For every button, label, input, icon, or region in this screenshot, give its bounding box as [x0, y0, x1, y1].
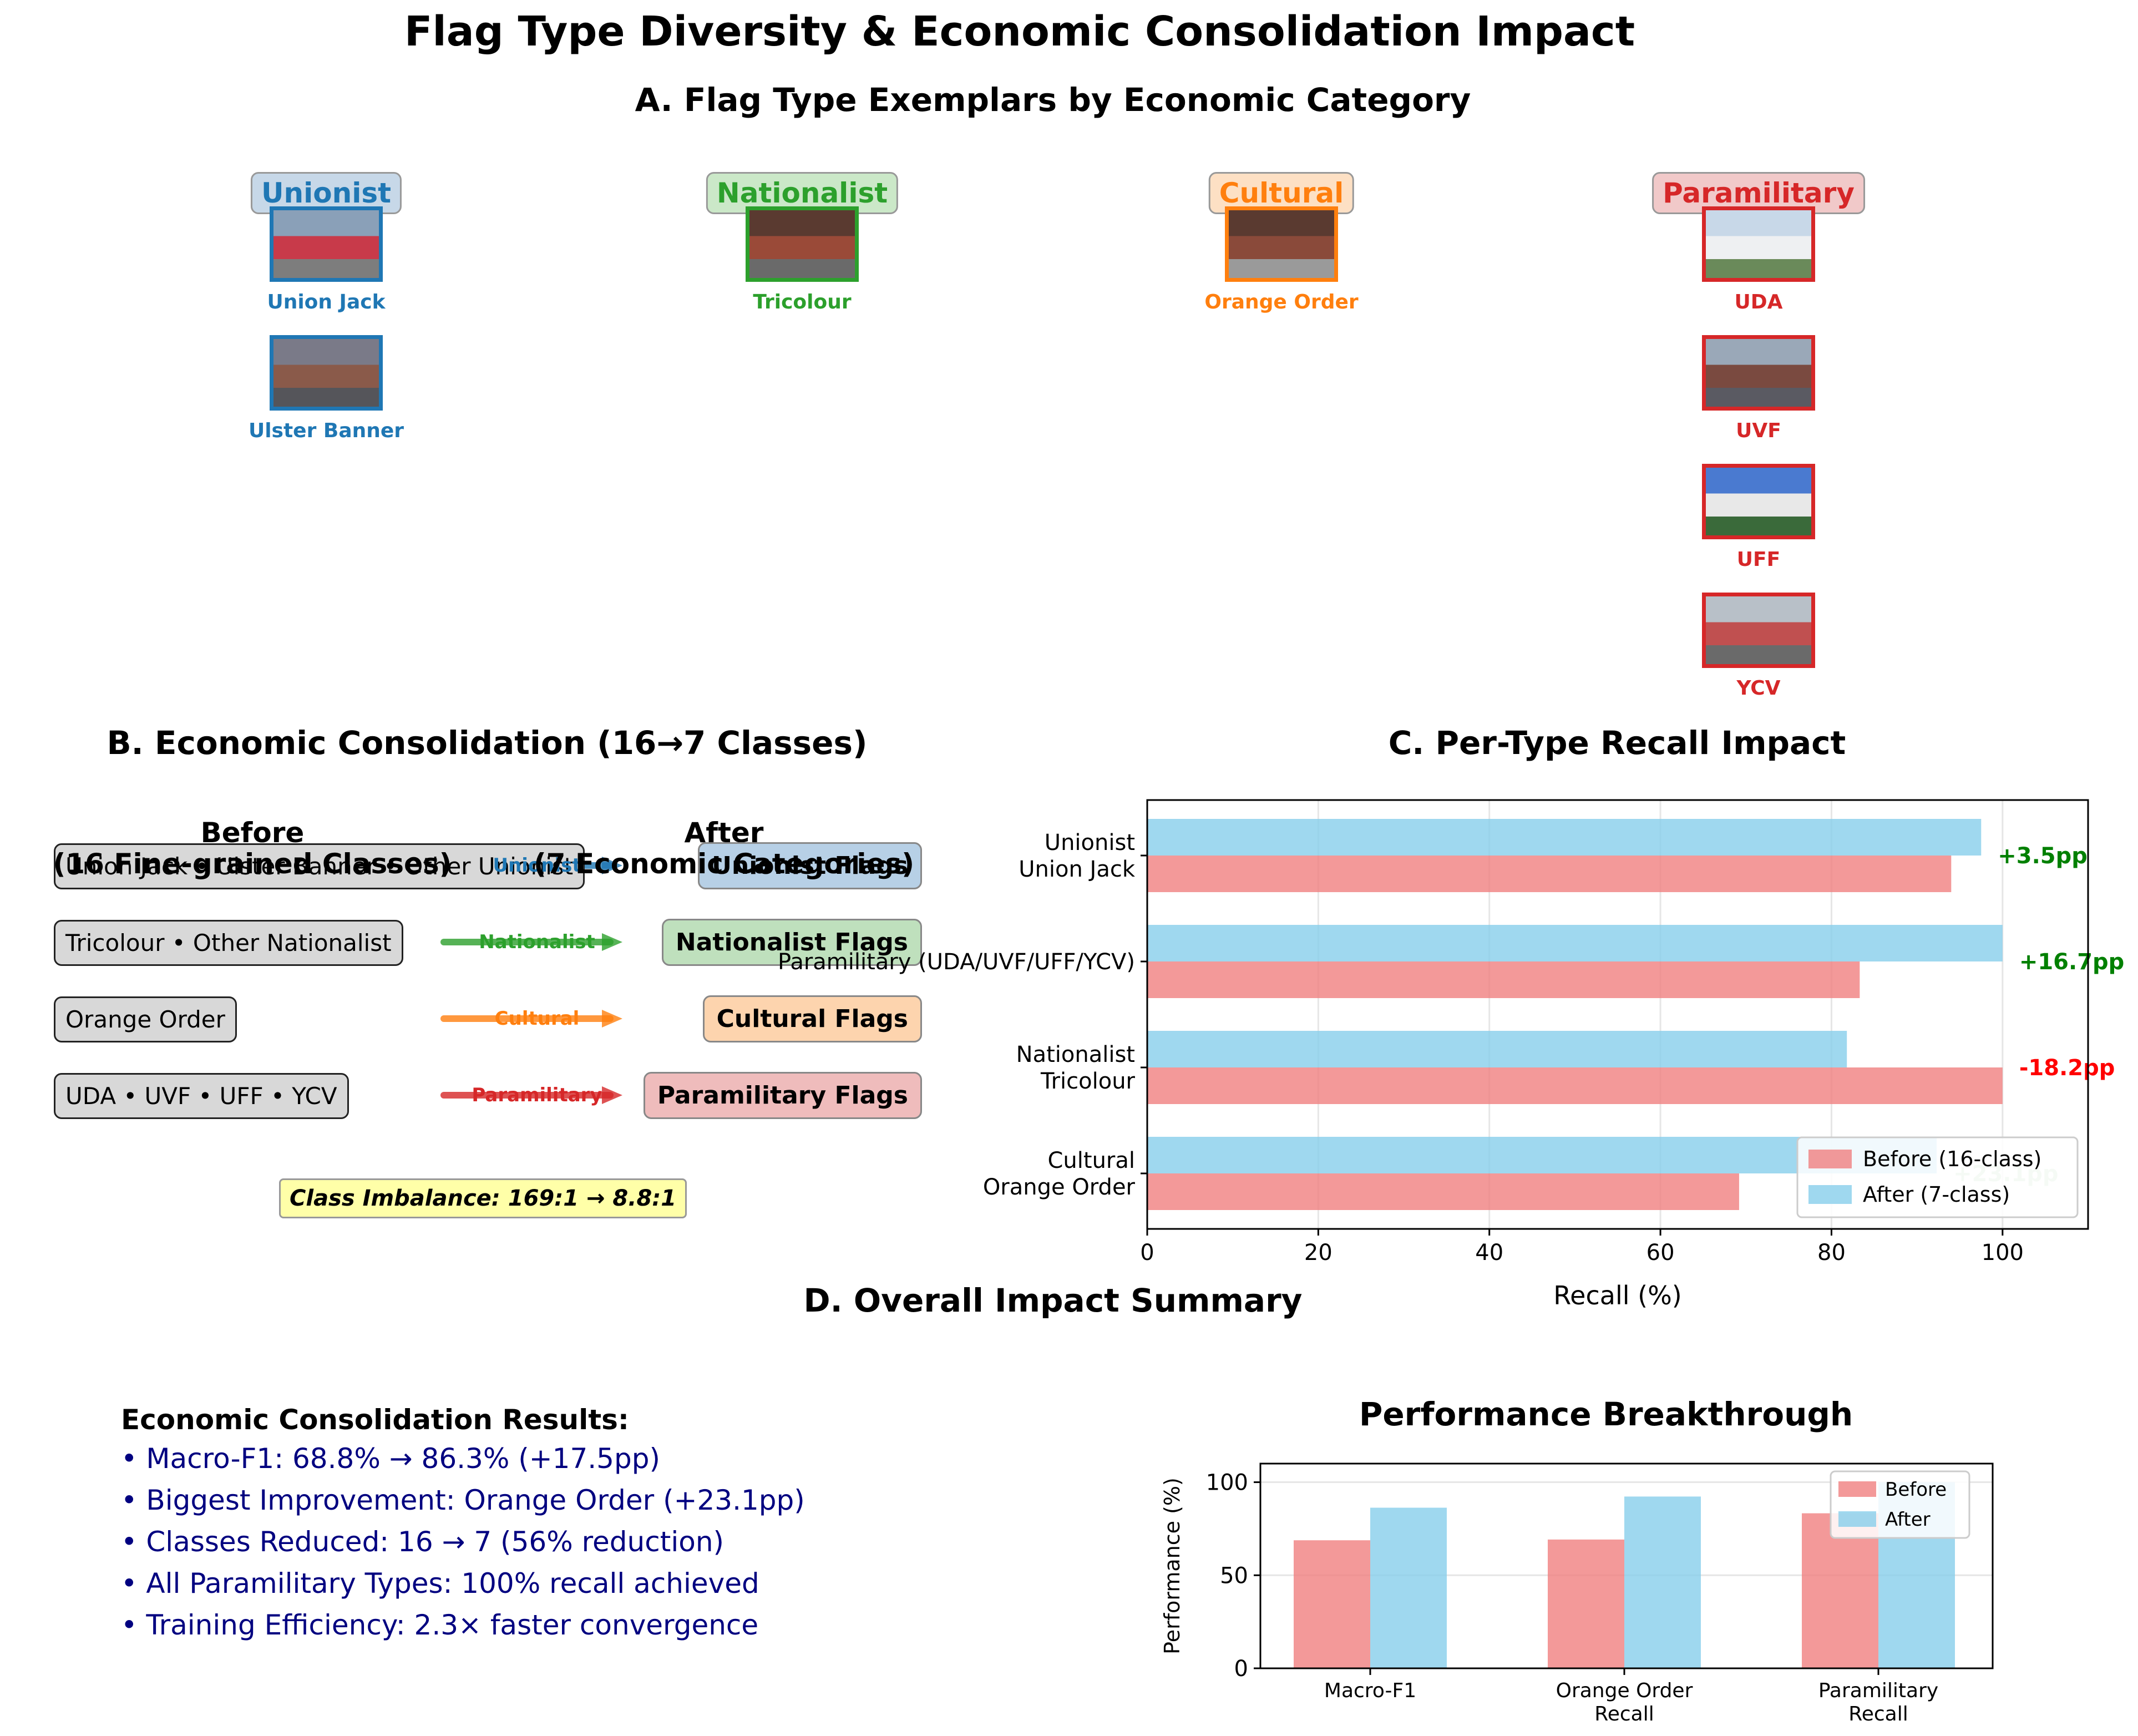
- performance-chart-title: Performance Breakthrough: [1359, 1395, 1853, 1433]
- x-tick-label: 20: [1304, 1240, 1333, 1266]
- exemplar-image-ycv: [1702, 593, 1815, 668]
- after-category-cultural: Cultural Flags: [702, 995, 922, 1042]
- after-category-nationalist: Nationalist Flags: [661, 919, 922, 966]
- result-item: • Classes Reduced: 16 → 7 (56% reduction…: [121, 1526, 725, 1558]
- result-item: • Biggest Improvement: Orange Order (+23…: [121, 1484, 805, 1516]
- arrow-label-cultural: Cultural: [494, 1008, 580, 1030]
- exemplar-label: Orange Order: [1204, 291, 1359, 313]
- delta-label: -18.2pp: [2019, 1055, 2115, 1081]
- arrow-head-nationalist: [602, 933, 622, 951]
- class-imbalance-note: Class Imbalance: 169:1 → 8.8:1: [279, 1178, 687, 1218]
- after-category-unionist: Unionist Flags: [698, 842, 922, 889]
- before-classes-unionist: Union Jack • Ulster Banner • Other Union…: [54, 843, 585, 889]
- exemplar-image-orange-order: [1225, 206, 1338, 282]
- delta-label: +3.5pp: [1998, 843, 2088, 869]
- before-classes-nationalist: Tricolour • Other Nationalist: [54, 920, 403, 966]
- y-tick-label: Paramilitary (UDA/UVF/UFF/YCV): [778, 949, 1135, 975]
- exemplar-image-ulster-banner: [270, 335, 383, 411]
- exemplar-image-uff: [1702, 464, 1815, 539]
- x-axis-label: Recall (%): [1553, 1281, 1681, 1310]
- arrow-label-unionist: Unionist: [493, 854, 581, 877]
- plot-frame: [1146, 799, 2089, 1230]
- exemplar-label: UVF: [1736, 419, 1781, 442]
- panel-d-title: D. Overall Impact Summary: [803, 1282, 1303, 1319]
- exemplar-image-uvf: [1702, 335, 1815, 411]
- panel-b-title: B. Economic Consolidation (16→7 Classes): [107, 724, 868, 762]
- delta-label: +16.7pp: [2019, 949, 2124, 975]
- results-heading: Economic Consolidation Results:: [121, 1404, 629, 1436]
- before-classes-paramilitary: UDA • UVF • UFF • YCV: [54, 1073, 349, 1119]
- before-subheader: (16 Fine-grained Classes): [53, 848, 452, 880]
- bar-after: [1147, 819, 1982, 856]
- arrow-head-cultural: [602, 1010, 622, 1028]
- panel-a-title: A. Flag Type Exemplars by Economic Categ…: [635, 81, 1471, 119]
- bar-before: [1147, 1067, 2003, 1104]
- result-item: • All Paramilitary Types: 100% recall ac…: [121, 1567, 759, 1600]
- before-classes-cultural: Orange Order: [54, 996, 237, 1042]
- exemplar-label: UDA: [1734, 291, 1783, 313]
- after-subheader: (7 Economic Categories): [533, 848, 915, 880]
- x-tick-label: 40: [1475, 1240, 1503, 1266]
- bar-before: [1147, 961, 1860, 998]
- arrow-label-paramilitary: Paramilitary: [472, 1084, 602, 1106]
- exemplar-label: YCV: [1736, 677, 1781, 700]
- bar-before: [1147, 856, 1952, 892]
- legend-swatch-before: [1808, 1150, 1852, 1168]
- x-tick-label: 80: [1817, 1240, 1846, 1266]
- x-tick-label: 60: [1646, 1240, 1675, 1266]
- exemplar-image-tricolour: [746, 206, 859, 282]
- x-tick-label: 0: [1140, 1240, 1154, 1266]
- bar-before: [1147, 1173, 1739, 1210]
- result-item: • Training Efficiency: 2.3× faster conve…: [121, 1609, 759, 1641]
- y-tick-label: Cultural Orange Order: [983, 1148, 1136, 1200]
- exemplar-label: Tricolour: [753, 291, 852, 313]
- exemplar-label: UFF: [1736, 548, 1781, 571]
- panel-c-title: C. Per-Type Recall Impact: [1388, 724, 1846, 762]
- exemplar-image-union-jack: [270, 206, 383, 282]
- y-tick-label: Nationalist Tricolour: [1016, 1042, 1136, 1094]
- legend-label-before: Before (16-class): [1863, 1147, 2041, 1171]
- exemplar-label: Ulster Banner: [248, 419, 404, 442]
- legend-box: [1796, 1136, 2079, 1218]
- x-tick-label: 100: [1982, 1240, 2024, 1266]
- legend-label-after: After (7-class): [1863, 1182, 2010, 1207]
- arrow-head-paramilitary: [602, 1086, 622, 1104]
- category-label-nationalist: Nationalist: [706, 172, 899, 214]
- arrow-head-unionist: [602, 857, 622, 874]
- y-tick-label: Unionist Union Jack: [1019, 830, 1136, 882]
- after-category-paramilitary: Paramilitary Flags: [643, 1072, 922, 1119]
- figure-title: Flag Type Diversity & Economic Consolida…: [404, 8, 1635, 55]
- arrow-label-nationalist: Nationalist: [479, 931, 595, 953]
- bar-after: [1147, 925, 2003, 961]
- result-item: • Macro-F1: 68.8% → 86.3% (+17.5pp): [121, 1443, 660, 1475]
- exemplar-label: Union Jack: [267, 291, 386, 313]
- exemplar-image-uda: [1702, 206, 1815, 282]
- bar-after: [1147, 1031, 1847, 1067]
- legend-swatch-after: [1808, 1185, 1852, 1204]
